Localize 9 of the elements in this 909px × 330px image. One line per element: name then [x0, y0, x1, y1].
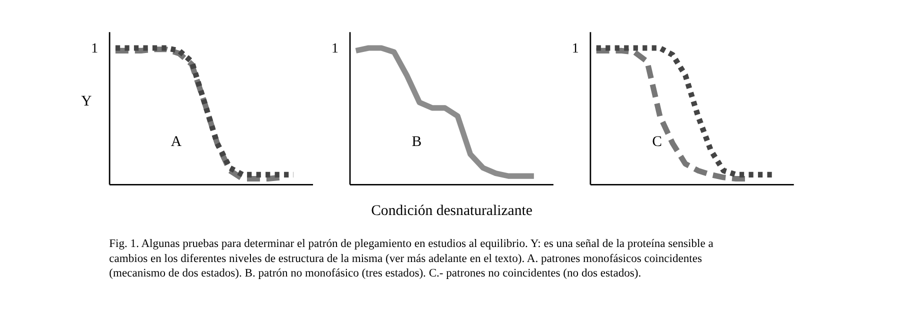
annotation: A	[170, 134, 182, 150]
text: 1	[91, 42, 98, 57]
y-axis-title: Y	[81, 94, 92, 110]
annotation: B	[412, 134, 422, 150]
caption: Fig. 1. Algunas pruebas para determinar el patrón de plegamiento en estudios al equilibrio. Y: es una señal de la proteína sensible a cambios en los diferentes niveles de estructura de la misma (ver más adelante en el texto). A. patrones monofásicos coincidentes (mecanismo de dos estados). B. patrón no monofásico (tres estados). C.- patrones no coincidentes (no dos estados).	[109, 238, 714, 280]
text: 1	[332, 42, 339, 57]
text: 1	[572, 42, 579, 57]
annotation: C	[652, 134, 662, 150]
x-axis-title: Condición desnaturalizante	[371, 203, 533, 220]
